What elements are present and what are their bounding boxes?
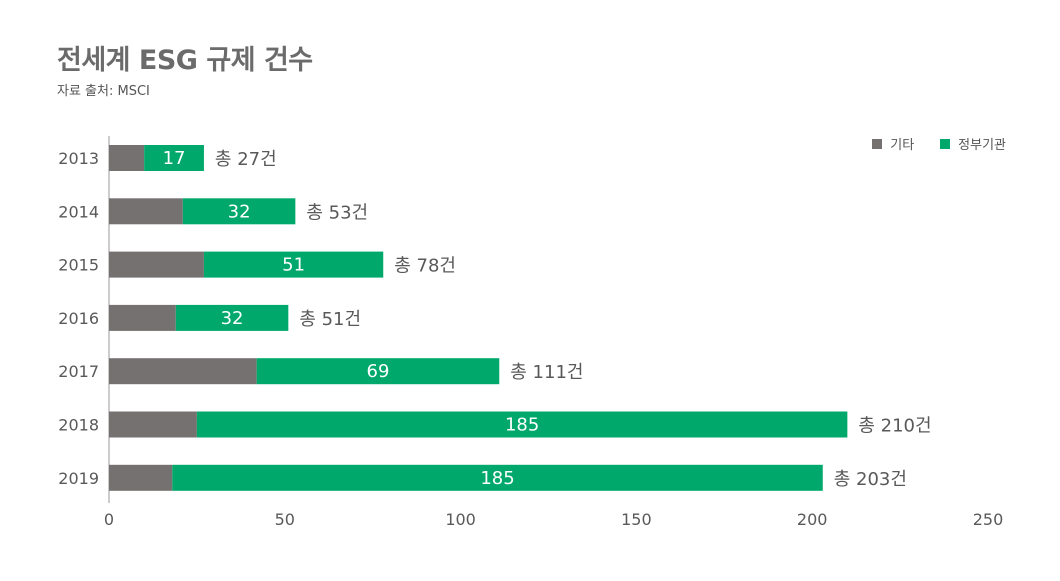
total-label: 총 210건 bbox=[858, 416, 931, 437]
bar-segment-other bbox=[109, 198, 183, 225]
bar-segment-other bbox=[109, 464, 173, 491]
category-label: 2013 bbox=[58, 149, 99, 168]
data-label: 185 bbox=[505, 415, 539, 436]
bar-segment-other bbox=[109, 304, 176, 331]
legend-item-government: 정부기관 bbox=[940, 134, 1006, 153]
chart-title: 전세계 ESG 규제 건수 bbox=[57, 45, 313, 76]
total-label: 총 51건 bbox=[299, 309, 361, 330]
data-label: 69 bbox=[367, 361, 390, 382]
legend: 기타 정부기관 bbox=[872, 134, 1006, 153]
category-label: 2016 bbox=[58, 309, 99, 328]
bar-segment-government bbox=[196, 411, 848, 438]
data-label: 17 bbox=[163, 148, 186, 169]
category-label: 2014 bbox=[58, 202, 99, 221]
x-tick-label: 100 bbox=[445, 510, 476, 529]
bar-segment-government bbox=[144, 145, 204, 171]
legend-swatch-other bbox=[872, 138, 883, 149]
bar-segment-other bbox=[109, 358, 257, 385]
x-tick-label: 250 bbox=[973, 510, 1004, 529]
x-tick-label: 50 bbox=[275, 510, 295, 529]
bar-segment-government bbox=[172, 464, 823, 491]
bar-segment-other bbox=[109, 411, 197, 438]
bar-segment-government bbox=[203, 251, 384, 278]
legend-label-government: 정부기관 bbox=[958, 138, 1006, 153]
bar-segment-government bbox=[175, 304, 289, 331]
category-label: 2017 bbox=[58, 362, 99, 381]
x-tick-label: 150 bbox=[621, 510, 652, 529]
total-label: 총 203건 bbox=[834, 469, 907, 490]
legend-item-other: 기타 bbox=[872, 134, 914, 153]
total-label: 총 111건 bbox=[510, 362, 583, 383]
category-label: 2018 bbox=[58, 416, 99, 435]
category-label: 2015 bbox=[58, 256, 99, 275]
bar-segment-other bbox=[109, 145, 145, 171]
legend-label-other: 기타 bbox=[890, 138, 915, 153]
total-label: 총 78건 bbox=[394, 256, 456, 277]
data-label: 51 bbox=[282, 255, 305, 276]
bar-segment-government bbox=[182, 198, 296, 225]
bar-segment-government bbox=[256, 358, 500, 385]
legend-swatch-government bbox=[940, 138, 951, 149]
chart-subtitle: 자료 출처: MSCI bbox=[57, 84, 150, 99]
total-label: 총 27건 bbox=[215, 149, 277, 170]
data-label: 32 bbox=[228, 201, 251, 222]
x-tick-label: 0 bbox=[104, 510, 114, 529]
x-tick-label: 200 bbox=[797, 510, 828, 529]
bar-segment-other bbox=[109, 251, 204, 278]
data-label: 185 bbox=[480, 468, 514, 489]
data-label: 32 bbox=[221, 308, 244, 329]
total-label: 총 53건 bbox=[306, 202, 368, 223]
category-label: 2019 bbox=[58, 469, 99, 488]
